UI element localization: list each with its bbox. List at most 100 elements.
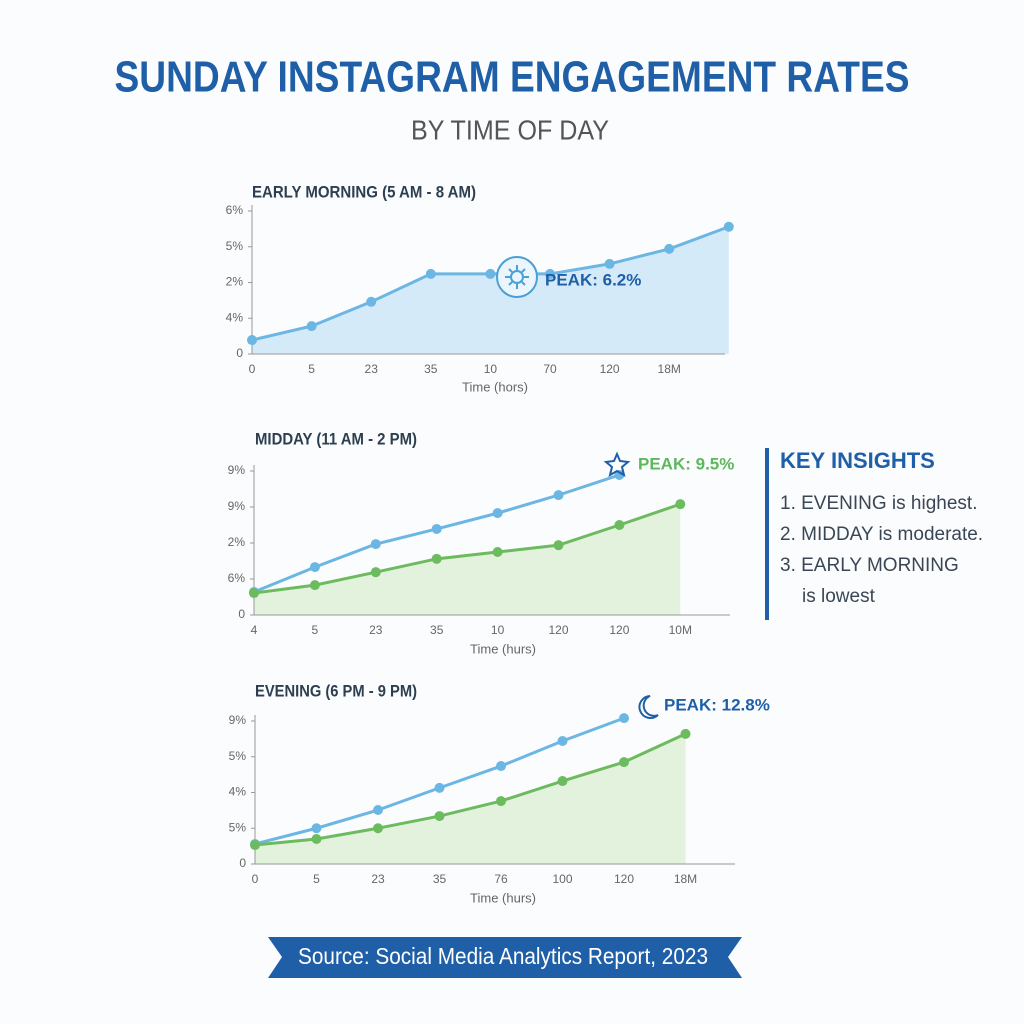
chart-title: EVENING (6 PM - 9 PM): [255, 681, 417, 700]
key-insights: KEY INSIGHTS 1. EVENING is highest. 2. M…: [780, 448, 983, 612]
point: [434, 811, 445, 822]
subtitle: BY TIME OF DAY: [411, 114, 609, 145]
point: [496, 796, 506, 807]
point: [309, 580, 320, 591]
source: Source: Social Media Analytics Report, 2…: [298, 943, 708, 969]
point: [619, 757, 629, 768]
x-tick-label: 35: [424, 362, 438, 376]
x-tick-label: 23: [369, 623, 383, 637]
x-tick-label: 10: [491, 623, 505, 637]
x-axis-label: Time (hurs): [470, 890, 536, 905]
point: [309, 562, 320, 573]
line: [253, 502, 681, 595]
point: [434, 782, 445, 793]
point: [675, 499, 686, 510]
point: [680, 728, 691, 739]
x-tick-label: 10: [484, 362, 498, 376]
point: [664, 243, 675, 254]
star-icon: [603, 451, 631, 478]
chart-title: MIDDAY (11 AM - 2 PM): [255, 429, 417, 448]
x-axis-label: Time (hurs): [470, 641, 536, 656]
x-tick-label: 0: [249, 362, 256, 376]
chart-title: EARLY MORNING (5 AM - 8 AM): [252, 182, 476, 201]
y-tick-label: 5%: [226, 239, 244, 253]
y-tick-label: 9%: [228, 499, 246, 513]
x-tick-label: 4: [251, 623, 258, 637]
x-tick-label: 0: [252, 872, 259, 886]
x-tick-label: 10M: [669, 623, 692, 637]
point: [373, 823, 383, 834]
x-tick-label: 23: [365, 362, 379, 376]
x-tick-label: 120: [609, 623, 629, 637]
point: [250, 840, 260, 851]
point: [492, 547, 503, 557]
point: [485, 268, 496, 279]
area: [252, 226, 729, 354]
point: [425, 268, 436, 279]
x-tick-label: 23: [371, 872, 385, 886]
point: [249, 588, 259, 599]
point: [604, 258, 615, 269]
y-tick-label: 0: [239, 856, 246, 870]
y-tick-label: 2%: [228, 535, 246, 549]
point: [557, 776, 568, 787]
insight: 1. EVENING is highest.: [780, 493, 978, 514]
x-tick-label: 100: [552, 872, 572, 886]
point: [723, 221, 734, 232]
insights-bar: [765, 448, 769, 620]
y-tick-label: 0: [236, 346, 243, 360]
point: [496, 761, 506, 772]
y-tick-label: 9%: [228, 463, 246, 477]
y-tick-label: 6%: [226, 203, 244, 217]
insight: 2. MIDDAY is moderate.: [780, 524, 984, 545]
sun-icon: [496, 256, 538, 298]
point: [545, 268, 555, 279]
area: [254, 504, 681, 615]
x-tick-label: 120: [600, 362, 620, 376]
y-tick-label: 4%: [226, 310, 244, 324]
y-tick-label: 6%: [228, 571, 246, 585]
title: SUNDAY INSTAGRAM ENGAGEMENT RATES: [115, 53, 910, 102]
area: [255, 733, 686, 864]
y-tick-label: 5%: [229, 749, 247, 763]
point: [553, 540, 564, 551]
point: [311, 823, 322, 834]
x-tick-label: 70: [543, 362, 557, 376]
x-tick-label: 35: [430, 623, 444, 637]
point: [614, 469, 625, 480]
point: [619, 713, 629, 724]
moon-icon: [638, 695, 659, 719]
y-tick-label: 4%: [229, 785, 247, 799]
line: [254, 732, 687, 847]
annotation: PEAK: 6.2%: [545, 270, 641, 289]
x-axis-label: Time (hors): [462, 379, 528, 394]
x-tick-label: 18M: [658, 362, 681, 376]
annotation: PEAK: 9.5%: [638, 454, 734, 473]
annotation: PEAK: 12.8%: [664, 695, 770, 714]
point: [247, 335, 257, 346]
x-tick-label: 120: [614, 872, 634, 886]
x-tick-label: 5: [313, 872, 320, 886]
y-tick-label: 2%: [226, 275, 244, 289]
point: [431, 553, 442, 564]
point: [614, 520, 625, 530]
y-tick-label: 0: [238, 607, 245, 621]
point: [311, 833, 322, 844]
point: [557, 736, 568, 747]
x-tick-label: 76: [494, 872, 508, 886]
y-tick-label: 5%: [229, 820, 247, 834]
insights-title: KEY INSIGHTS: [780, 448, 935, 473]
x-tick-label: 5: [308, 362, 315, 376]
source-ribbon: [268, 937, 742, 978]
point: [373, 805, 383, 816]
y-tick-label: 9%: [229, 713, 247, 727]
point: [370, 539, 381, 550]
point: [431, 523, 442, 534]
x-tick-label: 120: [548, 623, 568, 637]
point: [492, 508, 503, 519]
x-tick-label: 35: [433, 872, 447, 886]
point: [306, 321, 317, 332]
x-tick-label: 18M: [674, 872, 697, 886]
